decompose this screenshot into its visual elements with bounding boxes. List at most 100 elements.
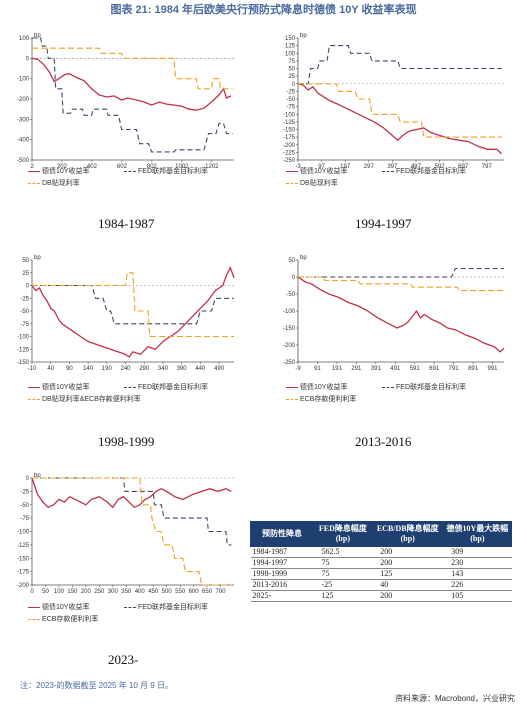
table-cell: 226 xyxy=(443,579,512,591)
table-cell: 309 xyxy=(443,546,512,558)
series-line xyxy=(298,276,504,292)
x-tick-label: 297 xyxy=(364,164,375,170)
legend-swatch xyxy=(28,398,40,400)
table-cell: 40 xyxy=(372,579,444,591)
x-tick-label: 397 xyxy=(387,164,398,170)
legend-label: 德债10Y收益率 xyxy=(42,604,90,611)
x-tick-label: 200 xyxy=(81,589,92,595)
legend-item: 德债10Y收益率 xyxy=(28,166,89,176)
series-line xyxy=(32,47,233,90)
series-line xyxy=(32,37,233,153)
y-tick-label: -125 xyxy=(17,347,30,353)
legend-swatch xyxy=(124,386,136,388)
source-note: 资料来源：Macrobond，兴业研究 xyxy=(394,694,515,703)
legend-label: FED联邦基金目标利率 xyxy=(396,168,466,175)
x-tick-label: 491 xyxy=(390,366,401,372)
y-tick-label: -75 xyxy=(20,322,29,328)
y-tick-label: 75 xyxy=(288,59,295,65)
x-tick-label: -3 xyxy=(295,164,301,170)
series-line xyxy=(298,83,502,138)
x-tick-label: 650 xyxy=(202,589,213,595)
unit-label: bp xyxy=(34,473,41,479)
legend-label: 德债10Y收益率 xyxy=(300,384,348,391)
legend-item: FED联邦基金目标利率 xyxy=(382,382,466,392)
legend-item: 德债10Y收益率 xyxy=(28,382,89,392)
y-tick-label: -75 xyxy=(286,105,295,111)
y-tick-label: -75 xyxy=(20,516,29,522)
panel-title-2013-2016: 2013-2016 xyxy=(355,434,412,449)
table-cell: 2025- xyxy=(250,590,314,602)
series-line xyxy=(298,267,504,278)
x-tick-label: 391 xyxy=(371,366,382,372)
chart-2013-2016: bp 50 0 -50 -100 -150 -200 -250-9 91 191 291 391 491… xyxy=(283,255,505,372)
series-line xyxy=(31,57,232,111)
x-tick-label: 797 xyxy=(482,164,493,170)
y-tick-label: -100 xyxy=(17,530,30,536)
legend-item: DB贴现利率 xyxy=(286,178,338,188)
y-tick-label: -125 xyxy=(283,120,296,126)
y-tick-label: -25 xyxy=(286,89,295,95)
table-cell: 1998-1999 xyxy=(250,568,314,580)
y-tick-label: 125 xyxy=(285,44,296,50)
x-tick-label: 91 xyxy=(314,366,321,372)
x-tick-label: 202 xyxy=(57,164,68,170)
legend-swatch xyxy=(286,182,298,184)
legend-item: ECB存款便利利率 xyxy=(28,614,98,624)
y-tick-label: -200 xyxy=(283,343,296,349)
table-header: 德债10Y最大跌幅(bp) xyxy=(442,521,513,547)
x-tick-label: 697 xyxy=(458,164,469,170)
legend-1984-1987: 德债10Y收益率 FED联邦基金目标利率 DB贴现利率 xyxy=(28,166,258,196)
y-tick-label: -25 xyxy=(20,489,29,495)
y-tick-label: -25 xyxy=(20,296,29,302)
table-cell: 562.5 xyxy=(313,546,373,558)
y-tick-label: 0 xyxy=(26,284,30,290)
legend-2013-2016: 德债10Y收益率 FED联邦基金目标利率 ECB存款便利利率 xyxy=(286,382,516,412)
chart-panel-2: bp 150 125 100 75 50 25 0 -25 -50 -75 -100 -125 -150-… xyxy=(274,30,508,170)
y-tick-label: -50 xyxy=(286,292,295,298)
x-tick-label: 700 xyxy=(216,589,227,595)
series-line xyxy=(31,477,232,509)
x-tick-label: 2 xyxy=(30,164,34,170)
y-tick-label: -175 xyxy=(283,135,296,141)
legend-2023: 德债10Y收益率 FED联邦基金目标利率 ECB存款便利利率 xyxy=(28,602,258,632)
series-line xyxy=(298,45,502,85)
legend-swatch xyxy=(28,606,40,608)
chart-panel-4: bp 50 0 -50 -100 -150 -200 -250 -9 91 191 291 391 491… xyxy=(274,252,508,372)
table-body: 1984-1987 562.5 200 309 1994-1997 75 200 230 199… xyxy=(250,546,512,602)
x-tick-label: 350 xyxy=(121,589,132,595)
legend-item: 德债10Y收益率 xyxy=(286,382,347,392)
legend-item: 德债10Y收益率 xyxy=(28,602,89,612)
y-tick-label: -125 xyxy=(17,543,30,549)
x-tick-label: 490 xyxy=(214,366,225,372)
x-tick-label: 597 xyxy=(435,164,446,170)
y-tick-label: 150 xyxy=(285,36,296,42)
legend-swatch xyxy=(382,170,394,172)
legend-label: 德债10Y收益率 xyxy=(42,384,90,391)
y-tick-label: -200 xyxy=(17,97,30,103)
legend-swatch xyxy=(124,170,136,172)
y-tick-label: -500 xyxy=(17,158,30,164)
table-header: FED降息幅度(bp) xyxy=(313,521,373,547)
legend-swatch xyxy=(124,606,136,608)
x-tick-label: 100 xyxy=(54,589,65,595)
y-tick-label: -50 xyxy=(20,309,29,315)
table-cell: 200 xyxy=(372,546,444,558)
y-tick-label: -150 xyxy=(17,556,30,562)
x-tick-label: 600 xyxy=(189,589,200,595)
legend-swatch xyxy=(28,170,40,172)
table-cell: 200 xyxy=(372,557,444,569)
legend-swatch xyxy=(28,618,40,620)
legend-label: ECB存款便利利率 xyxy=(300,396,357,403)
x-tick-label: 191 xyxy=(332,366,343,372)
x-tick-label: 450 xyxy=(148,589,159,595)
y-tick-label: -200 xyxy=(283,143,296,149)
legend-item: FED联邦基金目标利率 xyxy=(124,166,208,176)
chart-panel-3: bp 50 25 0 -25 -50 -75 -100 -125 -150 -10 40 90 140 19… xyxy=(8,252,238,372)
x-tick-label: 602 xyxy=(117,164,128,170)
x-tick-label: 40 xyxy=(47,366,54,372)
table-header-row: 预防性降息 FED降息幅度(bp) ECB/DB降息幅度(bp) 德债10Y最大… xyxy=(250,521,513,547)
x-tick-label: 891 xyxy=(468,366,479,372)
series-line xyxy=(297,83,503,155)
y-tick-label: -100 xyxy=(17,77,30,83)
y-tick-label: 100 xyxy=(285,51,296,57)
